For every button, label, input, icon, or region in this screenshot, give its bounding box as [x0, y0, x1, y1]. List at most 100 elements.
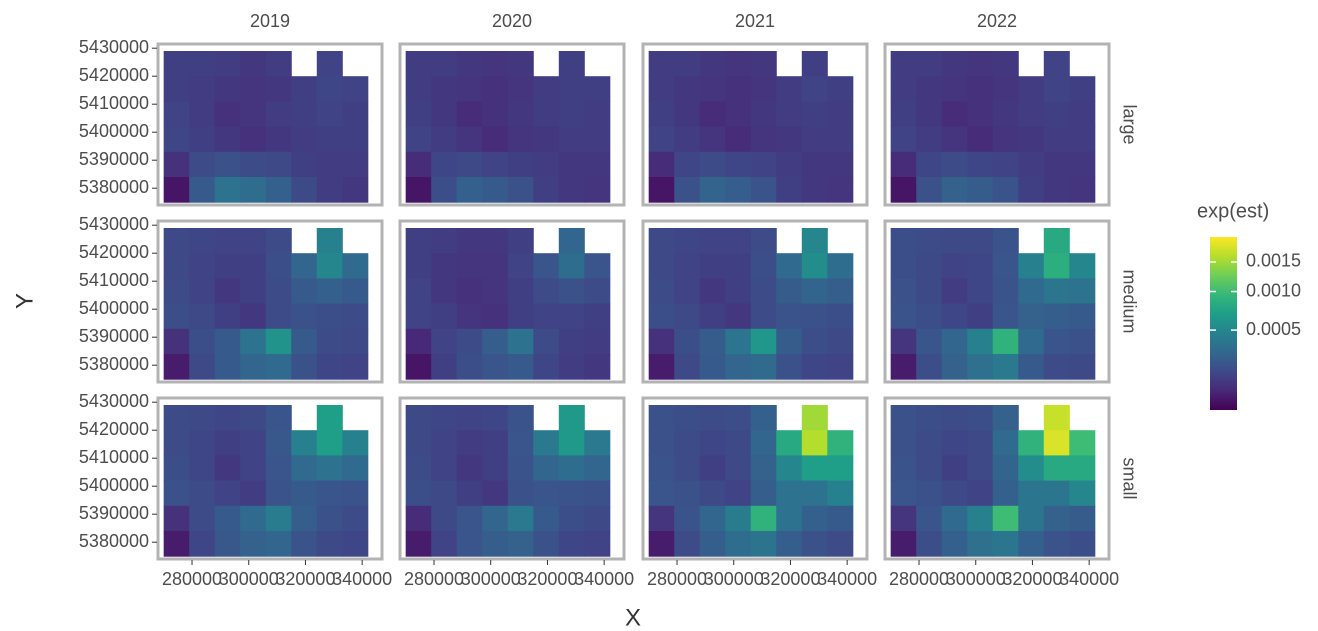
raster-cell [890, 505, 917, 532]
raster-cell [699, 505, 726, 532]
raster-cell [558, 51, 585, 77]
raster-cell [890, 51, 917, 77]
raster-cell [801, 228, 828, 254]
raster-cell [431, 253, 458, 279]
raster-cell [674, 177, 701, 203]
raster-cell [1043, 253, 1070, 279]
facet-col-label: 2021 [735, 11, 775, 31]
raster-cell [189, 228, 216, 254]
raster-cell [482, 278, 509, 305]
raster-cell [1043, 303, 1070, 330]
raster-cell [431, 455, 458, 482]
y-axis-title: Y [11, 293, 38, 309]
raster-cell [214, 228, 241, 254]
x-tick-label: 300000 [946, 569, 1006, 589]
raster-cell [1043, 405, 1070, 431]
raster-cell [1043, 177, 1070, 203]
raster-cell [189, 405, 216, 431]
raster-cell [992, 531, 1019, 557]
raster-cell [1018, 531, 1045, 557]
raster-cell [189, 354, 216, 380]
raster-cell [674, 354, 701, 380]
raster-cell [240, 354, 267, 380]
raster-cell [750, 151, 777, 178]
panel [890, 51, 1096, 203]
raster-cell [482, 328, 509, 355]
raster-cell [674, 480, 701, 507]
raster-cell [776, 278, 803, 305]
raster-cell [941, 480, 968, 507]
raster-cell [1043, 480, 1070, 507]
raster-cell [163, 303, 190, 330]
raster-cell [992, 76, 1019, 102]
raster-cell [1043, 51, 1070, 77]
raster-cell [750, 253, 777, 279]
raster-cell [1043, 328, 1070, 355]
raster-cell [992, 253, 1019, 279]
raster-cell [584, 101, 611, 128]
raster-cell [431, 126, 458, 153]
raster-cell [265, 531, 292, 557]
raster-cell [507, 151, 534, 178]
raster-cell [1018, 126, 1045, 153]
raster-cell [1018, 328, 1045, 355]
raster-cell [1043, 354, 1070, 380]
raster-cell [558, 177, 585, 203]
raster-cell [916, 505, 943, 532]
raster-cell [405, 328, 432, 355]
raster-cell [163, 430, 190, 456]
raster-cell [291, 455, 318, 482]
raster-cell [801, 151, 828, 178]
raster-cell [992, 354, 1019, 380]
raster-cell [890, 177, 917, 203]
raster-cell [265, 480, 292, 507]
raster-cell [507, 253, 534, 279]
raster-cell [648, 278, 675, 305]
raster-cell [699, 455, 726, 482]
raster-cell [750, 177, 777, 203]
raster-cell [584, 76, 611, 102]
raster-cell [916, 126, 943, 153]
raster-cell [648, 354, 675, 380]
raster-cell [992, 405, 1019, 431]
raster-cell [316, 101, 343, 128]
raster-cell [674, 228, 701, 254]
facet-col-label: 2022 [977, 11, 1017, 31]
raster-cell [316, 177, 343, 203]
panel [890, 405, 1096, 557]
raster-cell [801, 126, 828, 153]
y-tick-label: 5420000 [79, 65, 149, 85]
raster-cell [405, 151, 432, 178]
raster-cell [674, 126, 701, 153]
raster-cell [648, 126, 675, 153]
raster-cell [291, 430, 318, 456]
raster-cell [240, 278, 267, 305]
raster-cell [648, 228, 675, 254]
raster-cell [648, 531, 675, 557]
raster-cell [1018, 303, 1045, 330]
raster-cell [456, 177, 483, 203]
raster-cell [1043, 531, 1070, 557]
raster-cell [1018, 101, 1045, 128]
y-tick-label: 5380000 [79, 531, 149, 551]
raster-cell [558, 505, 585, 532]
raster-cell [801, 505, 828, 532]
raster-cell [967, 430, 994, 456]
raster-cell [890, 328, 917, 355]
x-tick-label: 300000 [704, 569, 764, 589]
raster-cell [725, 405, 752, 431]
raster-cell [699, 303, 726, 330]
raster-cell [1043, 278, 1070, 305]
raster-cell [265, 126, 292, 153]
raster-cell [674, 328, 701, 355]
raster-cell [890, 151, 917, 178]
x-tick-label: 340000 [332, 569, 392, 589]
raster-cell [507, 101, 534, 128]
raster-cell [648, 177, 675, 203]
raster-cell [405, 531, 432, 557]
raster-cell [533, 328, 560, 355]
panel-border [398, 42, 626, 207]
legend-tick-label: 0.0010 [1246, 280, 1301, 300]
raster-cell [916, 430, 943, 456]
x-tick-label: 320000 [275, 569, 335, 589]
